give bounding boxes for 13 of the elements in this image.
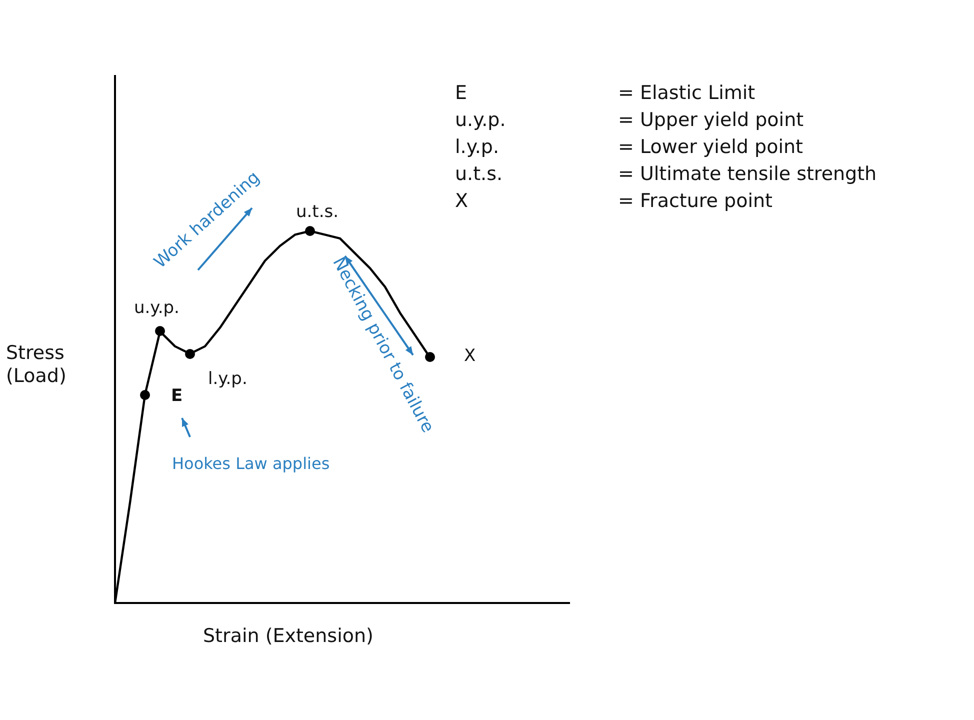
text: u.t.s. = Ultimate tensile strength bbox=[455, 163, 877, 185]
annotation: u.y.p. bbox=[134, 298, 180, 318]
y-axis-title: Stress (Load) bbox=[6, 342, 66, 388]
annotation: l.y.p. bbox=[208, 369, 248, 390]
text: l.y.p. = Lower yield point bbox=[455, 136, 803, 158]
x-axis-title: Strain (Extension) bbox=[203, 625, 374, 648]
text: E = Elastic Limit bbox=[455, 82, 756, 104]
annotation: E bbox=[171, 386, 183, 406]
text: X bbox=[464, 346, 476, 366]
text: X = Fracture point bbox=[455, 190, 772, 212]
text: u.y.p. = Upper yield point bbox=[455, 109, 804, 131]
annotation: Hookes Law applies bbox=[172, 454, 330, 474]
text: u.t.s. bbox=[296, 202, 339, 222]
